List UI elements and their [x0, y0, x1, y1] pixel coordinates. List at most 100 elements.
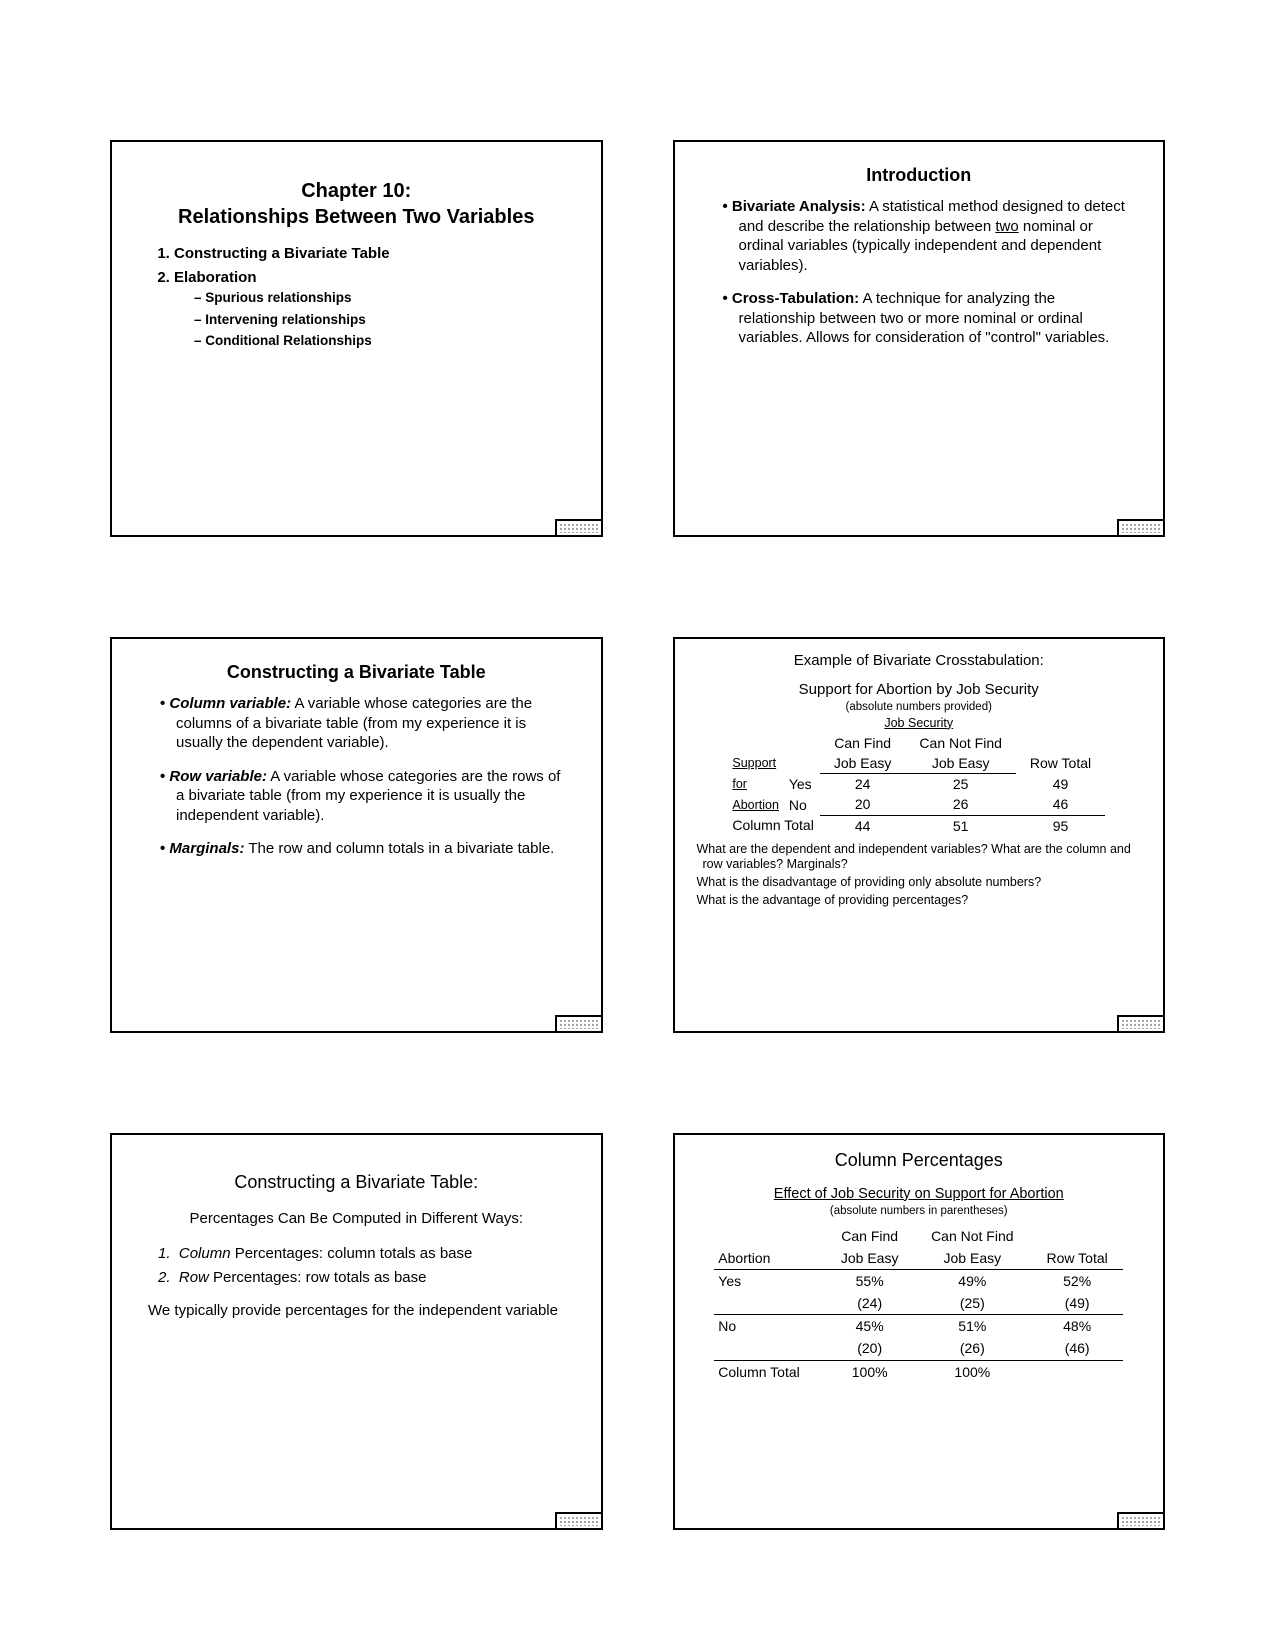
col2-b: Job Easy — [905, 753, 1015, 774]
slide-3: Constructing a Bivariate Table Column va… — [110, 637, 603, 1034]
q2: What is the disadvantage of providing on… — [703, 875, 1142, 891]
rowvar-2: for — [732, 774, 788, 795]
slide-6: Column Percentages Effect of Job Securit… — [673, 1133, 1166, 1530]
pct-item-1: 1. Column Percentages: column totals as … — [158, 1244, 575, 1264]
underline-two: two — [995, 218, 1018, 235]
p-col2b: Job Easy — [914, 1247, 1032, 1270]
sub-intervening: Intervening relationships — [194, 311, 575, 329]
no-rt: 46 — [1016, 794, 1105, 815]
slide4-title: Example of Bivariate Crosstabulation: — [697, 651, 1142, 671]
text-marginals: The row and column totals in a bivariate… — [244, 840, 554, 857]
p-coltotal: Column Total — [714, 1360, 825, 1383]
term-rowvar: Row variable: — [169, 768, 267, 785]
txt-column: Percentages: column totals as base — [231, 1245, 473, 1262]
n-no-cf: (20) — [826, 1337, 914, 1360]
p-yes-rt: 52% — [1031, 1269, 1123, 1292]
bullet-bivariate: Bivariate Analysis: A statistical method… — [723, 197, 1134, 275]
n-no-cnf: (26) — [914, 1337, 1032, 1360]
slide-4: Example of Bivariate Crosstabulation: Su… — [673, 637, 1166, 1034]
yes-rt: 49 — [1016, 774, 1105, 795]
bullet-colvar: Column variable: A variable whose catego… — [160, 694, 571, 753]
p-yes-cf: 55% — [826, 1269, 914, 1292]
slide-5: Constructing a Bivariate Table: Percenta… — [110, 1133, 603, 1530]
slide1-outline: Constructing a Bivariate Table Elaborati… — [174, 244, 575, 350]
term-bivariate: Bivariate Analysis: — [732, 198, 866, 215]
rowvar-1: Support — [732, 753, 788, 774]
slide-grid: Chapter 10: Relationships Between Two Va… — [0, 0, 1275, 1650]
p-row-no: No — [714, 1315, 825, 1338]
no-cf: 20 — [820, 794, 906, 815]
p-col2a: Can Not Find — [914, 1225, 1032, 1247]
slide-corner-icon — [1117, 1512, 1165, 1530]
slide6-title: Column Percentages — [697, 1149, 1142, 1172]
q3: What is the advantage of providing perce… — [703, 893, 1142, 909]
p-col1b: Job Easy — [826, 1247, 914, 1270]
slide4-note: (absolute numbers provided) — [697, 700, 1142, 715]
slide4-questions: What are the dependent and independent v… — [697, 842, 1142, 909]
n-yes-cnf: (25) — [914, 1292, 1032, 1315]
ct-cnf: 51 — [905, 815, 1015, 836]
rowvar-3: Abortion — [732, 794, 788, 815]
outline-item-1: Constructing a Bivariate Table — [174, 244, 575, 264]
slide-corner-icon — [1117, 519, 1165, 537]
slide-corner-icon — [1117, 1015, 1165, 1033]
bullet-crosstab: Cross-Tabulation: A technique for analyz… — [723, 289, 1134, 348]
slide5-footnote: We typically provide percentages for the… — [148, 1301, 565, 1321]
n-yes-rt: (49) — [1031, 1292, 1123, 1315]
term-colvar: Column variable: — [169, 695, 291, 712]
slide2-bullets: Bivariate Analysis: A statistical method… — [701, 197, 1138, 348]
page: Chapter 10: Relationships Between Two Va… — [0, 0, 1275, 1650]
bullet-rowvar: Row variable: A variable whose categorie… — [160, 767, 571, 826]
n-no-rt: (46) — [1031, 1337, 1123, 1360]
ct-rt: 95 — [1016, 815, 1105, 836]
col1-a: Can Find — [820, 733, 906, 753]
p-col3: Row Total — [1031, 1247, 1123, 1270]
sub-conditional: Conditional Relationships — [194, 332, 575, 350]
p-row-yes: Yes — [714, 1269, 825, 1292]
slide5-list: 1. Column Percentages: column totals as … — [158, 1244, 575, 1287]
slide-corner-icon — [555, 1015, 603, 1033]
p-no-cf: 45% — [826, 1315, 914, 1338]
slide6-subtitle: Effect of Job Security on Support for Ab… — [697, 1185, 1142, 1204]
row-yes: Yes — [789, 774, 820, 795]
slide6-note: (absolute numbers in parentheses) — [697, 1204, 1142, 1219]
slide4-subtitle: Support for Abortion by Job Security — [697, 680, 1142, 700]
pct-table: Can Find Can Not Find Abortion Job Easy … — [714, 1225, 1123, 1383]
em-column: Column — [179, 1245, 231, 1262]
slide-corner-icon — [555, 1512, 603, 1530]
row-no: No — [789, 794, 820, 815]
col-total-label: Column Total — [732, 815, 819, 836]
p-no-rt: 48% — [1031, 1315, 1123, 1338]
pct-item-2: 2. Row Percentages: row totals as base — [158, 1268, 575, 1288]
term-marginals: Marginals: — [169, 840, 244, 857]
col3: Row Total — [1016, 753, 1105, 774]
yes-cnf: 25 — [905, 774, 1015, 795]
p-ct-cnf: 100% — [914, 1360, 1032, 1383]
slide-1: Chapter 10: Relationships Between Two Va… — [110, 140, 603, 537]
no-cnf: 26 — [905, 794, 1015, 815]
p-no-cnf: 51% — [914, 1315, 1032, 1338]
p-yes-cnf: 49% — [914, 1269, 1032, 1292]
colvar-label: Job Security — [859, 715, 979, 731]
slide3-title: Constructing a Bivariate Table — [138, 661, 575, 684]
p-ct-cf: 100% — [826, 1360, 914, 1383]
txt-row: Percentages: row totals as base — [209, 1269, 427, 1286]
term-crosstab: Cross-Tabulation: — [732, 290, 859, 307]
crosstab-table: Can Find Can Not Find Support Job Easy J… — [732, 733, 1105, 836]
yes-cf: 24 — [820, 774, 906, 795]
col1-b: Job Easy — [820, 753, 906, 774]
slide3-bullets: Column variable: A variable whose catego… — [138, 694, 575, 859]
outline-item-2: Elaboration Spurious relationships Inter… — [174, 268, 575, 350]
slide1-title: Chapter 10: Relationships Between Two Va… — [138, 178, 575, 230]
chapter-label: Chapter 10: — [301, 180, 411, 202]
p-col1a: Can Find — [826, 1225, 914, 1247]
em-row: Row — [179, 1269, 209, 1286]
ct-cf: 44 — [820, 815, 906, 836]
sub-spurious: Spurious relationships — [194, 289, 575, 307]
slide5-sub: Percentages Can Be Computed in Different… — [178, 1209, 535, 1229]
slide-corner-icon — [555, 519, 603, 537]
chapter-title: Relationships Between Two Variables — [178, 206, 534, 228]
slide2-title: Introduction — [701, 164, 1138, 187]
outline-sublist: Spurious relationships Intervening relat… — [194, 289, 575, 350]
n-yes-cf: (24) — [826, 1292, 914, 1315]
